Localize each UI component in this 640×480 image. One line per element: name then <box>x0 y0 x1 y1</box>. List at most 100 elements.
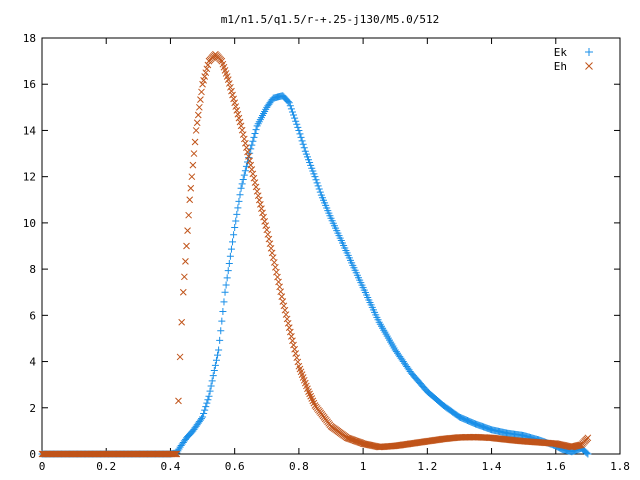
data-point <box>230 231 238 239</box>
y-tick-label: 16 <box>23 78 36 91</box>
data-point <box>259 209 266 217</box>
y-tick-label: 8 <box>29 263 36 276</box>
x-tick-label: 0 <box>39 460 46 473</box>
data-point <box>248 166 256 173</box>
data-point <box>289 337 296 345</box>
data-point <box>291 345 298 353</box>
data-point <box>249 137 257 145</box>
data-point <box>209 372 217 380</box>
data-point <box>234 110 242 118</box>
data-point <box>232 103 240 110</box>
data-point <box>178 318 186 326</box>
data-point <box>214 351 222 359</box>
data-point <box>185 211 192 219</box>
series-eh <box>38 50 592 458</box>
data-point <box>208 377 216 385</box>
data-point <box>191 138 199 146</box>
data-point <box>219 307 227 315</box>
data-point <box>288 333 295 340</box>
data-point <box>239 131 247 138</box>
data-point <box>253 187 261 195</box>
data-point <box>284 319 292 327</box>
data-point <box>183 242 190 250</box>
chart-title: m1/n1.5/q1.5/r-+.25-j130/M5.0/512 <box>221 13 440 26</box>
data-point <box>292 117 300 125</box>
data-point <box>236 118 244 126</box>
data-point <box>296 130 304 138</box>
data-point <box>204 396 212 404</box>
legend-label: Eh <box>554 60 567 73</box>
data-point <box>200 410 208 418</box>
data-point <box>224 76 232 83</box>
data-point <box>297 133 305 141</box>
data-point <box>189 161 197 169</box>
data-point <box>199 413 207 421</box>
data-point <box>202 403 210 411</box>
data-point <box>575 441 583 449</box>
data-point <box>254 192 262 200</box>
data-point <box>280 302 288 310</box>
data-point <box>229 238 237 246</box>
data-point <box>315 185 323 193</box>
y-tick-label: 12 <box>23 171 36 184</box>
data-point <box>207 382 215 390</box>
data-points <box>38 50 592 458</box>
data-point <box>252 126 260 134</box>
data-point <box>292 350 300 357</box>
data-point <box>291 114 299 122</box>
data-point <box>236 191 244 199</box>
data-point <box>233 210 241 218</box>
data-point <box>311 173 319 181</box>
data-point <box>298 137 306 145</box>
data-point <box>181 273 188 281</box>
data-point <box>175 397 182 405</box>
data-point <box>204 61 212 69</box>
data-point <box>238 126 246 134</box>
data-point <box>251 130 259 138</box>
data-point <box>206 387 214 395</box>
data-point <box>230 95 237 103</box>
data-point <box>220 298 228 306</box>
data-point <box>226 252 234 260</box>
data-point <box>235 114 243 122</box>
y-tick-label: 4 <box>29 356 36 369</box>
data-point <box>260 213 267 221</box>
data-point <box>187 184 195 192</box>
data-point <box>262 222 270 229</box>
data-point <box>218 317 226 325</box>
data-point <box>221 288 229 296</box>
data-point <box>227 83 234 91</box>
data-point <box>249 170 257 178</box>
data-point <box>205 392 213 400</box>
data-point <box>261 217 268 225</box>
data-point <box>312 176 320 184</box>
data-point <box>282 311 290 318</box>
data-point <box>170 450 178 458</box>
legend-label: Ek <box>554 46 568 59</box>
data-point <box>193 119 201 127</box>
data-point <box>171 450 179 458</box>
data-point <box>222 281 230 289</box>
data-point <box>179 288 187 296</box>
data-point <box>240 135 248 143</box>
data-point <box>247 161 255 169</box>
data-point <box>202 69 210 77</box>
data-point <box>290 111 298 119</box>
x-tick-label: 1.8 <box>610 460 630 473</box>
data-point <box>299 140 307 148</box>
y-tick-label: 10 <box>23 217 36 230</box>
data-point <box>210 367 218 375</box>
data-point <box>293 120 301 128</box>
data-point <box>228 87 235 95</box>
data-point <box>233 107 241 114</box>
data-point <box>284 98 292 106</box>
x-tick-label: 1.2 <box>417 460 437 473</box>
data-point <box>255 196 263 204</box>
data-point <box>224 267 232 275</box>
data-point <box>281 306 289 314</box>
data-point <box>257 201 264 208</box>
data-point <box>188 173 196 181</box>
data-point <box>240 171 248 179</box>
y-tick-label: 0 <box>29 448 36 461</box>
